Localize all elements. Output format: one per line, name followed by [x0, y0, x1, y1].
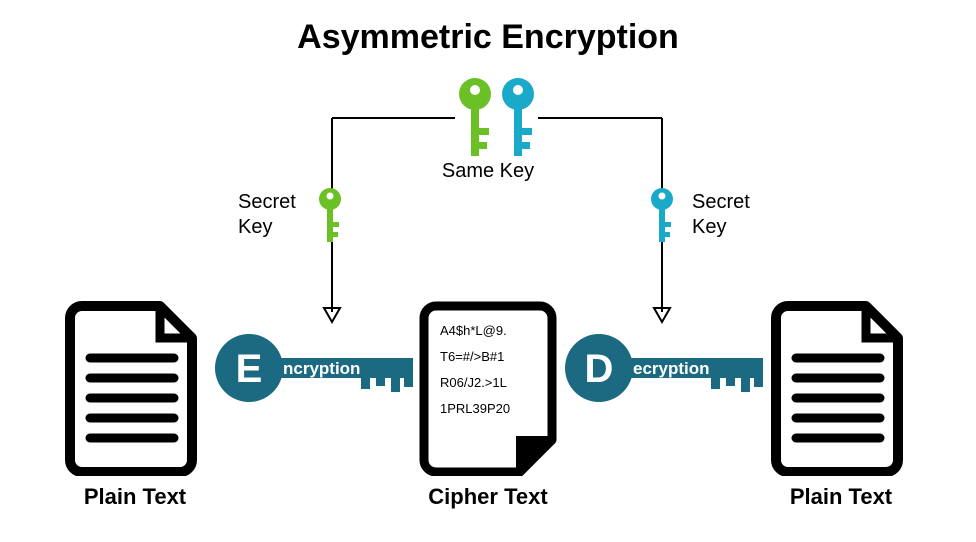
- decryption-key-icon: D ecryption: [563, 330, 768, 406]
- encryption-key-icon: E ncryption: [213, 330, 418, 406]
- cipher-text-label: Cipher Text: [418, 484, 558, 510]
- cipher-line: T6=#/>B#1: [440, 344, 510, 370]
- secret-key-right-label: SecretKey: [692, 190, 750, 240]
- cipher-line: A4$h*L@9.: [440, 318, 510, 344]
- cipher-text-content: A4$h*L@9. T6=#/>B#1 R06/J2.>1L 1PRL39P20: [440, 318, 510, 422]
- plain-text-right-label: Plain Text: [768, 484, 914, 510]
- secret-key-left-icon: [316, 188, 344, 248]
- plain-text-left-label: Plain Text: [62, 484, 208, 510]
- encryption-letter: E: [236, 347, 263, 391]
- plain-text-left-doc-icon: [62, 300, 208, 476]
- encryption-text: ncryption: [283, 359, 360, 378]
- secret-key-right-icon: [648, 188, 676, 248]
- decryption-letter: D: [585, 347, 614, 391]
- cipher-line: R06/J2.>1L: [440, 370, 510, 396]
- decryption-text: ecryption: [633, 359, 710, 378]
- plain-text-right-doc-icon: [768, 300, 914, 476]
- secret-key-left-label: SecretKey: [238, 190, 296, 240]
- cipher-line: 1PRL39P20: [440, 396, 510, 422]
